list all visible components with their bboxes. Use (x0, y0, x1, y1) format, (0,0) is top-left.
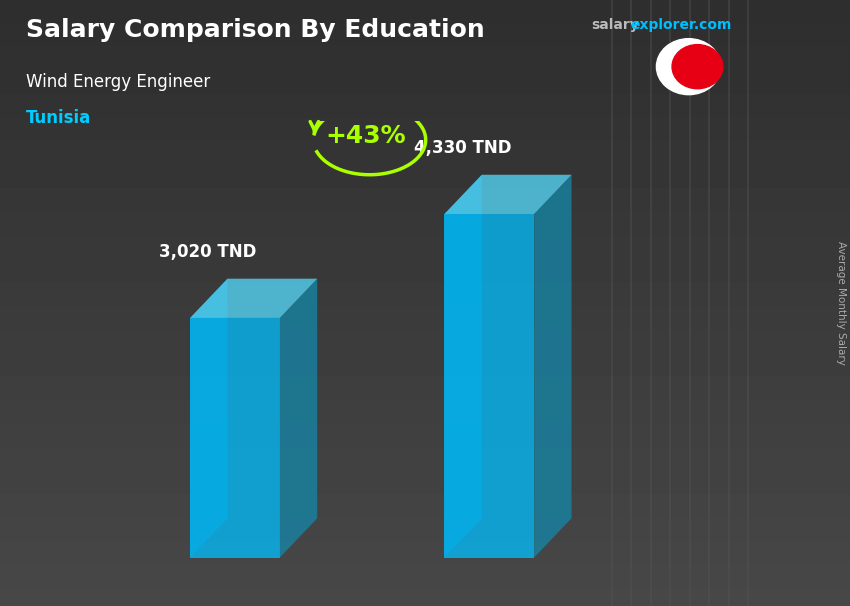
Polygon shape (190, 318, 280, 558)
Polygon shape (445, 214, 534, 558)
Polygon shape (445, 175, 571, 214)
Text: salary: salary (591, 18, 638, 32)
Polygon shape (190, 279, 228, 558)
Text: 4,330 TND: 4,330 TND (414, 139, 511, 158)
Circle shape (672, 45, 722, 88)
Polygon shape (534, 175, 571, 558)
Text: +43%: +43% (326, 124, 406, 148)
Text: Salary Comparison By Education: Salary Comparison By Education (26, 18, 484, 42)
Circle shape (656, 39, 721, 95)
Polygon shape (280, 279, 317, 558)
Polygon shape (698, 56, 721, 77)
Text: 3,020 TND: 3,020 TND (159, 243, 257, 261)
Text: Tunisia: Tunisia (26, 109, 91, 127)
Polygon shape (190, 279, 317, 318)
Text: Wind Energy Engineer: Wind Energy Engineer (26, 73, 210, 91)
Polygon shape (445, 175, 482, 558)
Text: Average Monthly Salary: Average Monthly Salary (836, 241, 846, 365)
Text: explorer.com: explorer.com (631, 18, 732, 32)
